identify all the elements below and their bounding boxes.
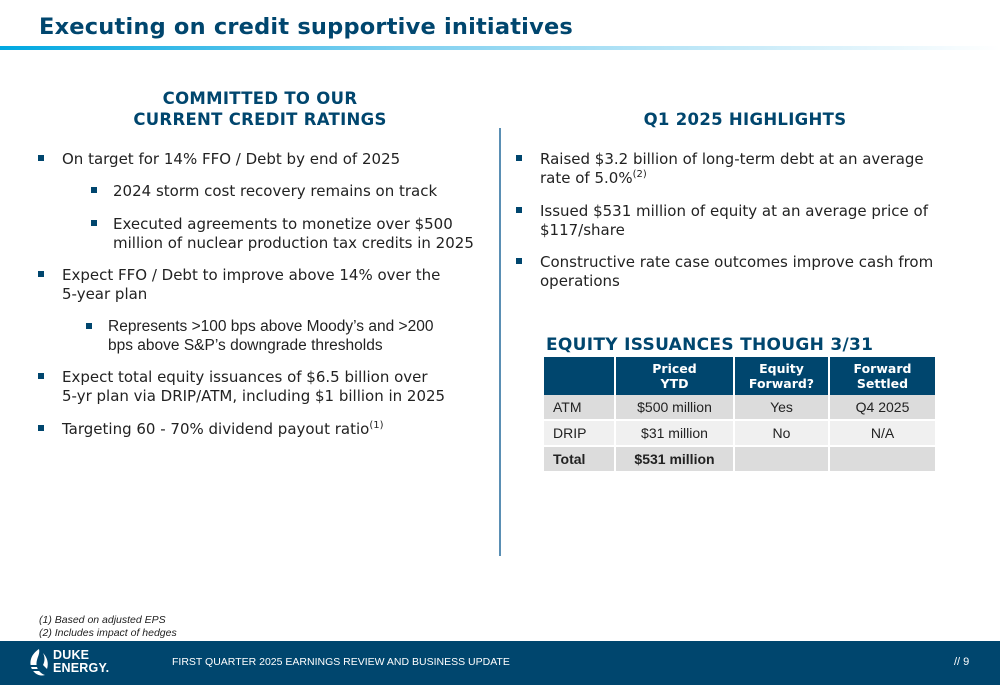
table-cell: N/A — [829, 420, 935, 446]
left-subbullet-3: Represents >100 bps above Moody’s and >2… — [108, 318, 433, 355]
table-cell: Total — [544, 446, 615, 472]
right-bullet-2: Issued $531 million of equity at an aver… — [540, 202, 928, 239]
table-cell: ATM — [544, 395, 615, 420]
table-cell: $531 million — [615, 446, 734, 472]
equity-issuances-table: Priced YTD Equity Forward? Forward Settled … — [544, 357, 935, 473]
left-section-heading: COMMITTED TO OUR CURRENT CREDIT RATINGS — [95, 88, 425, 130]
table-cell — [829, 446, 935, 472]
bullet-square-icon — [38, 425, 44, 431]
footnote-2: (2) Includes impact of hedges — [39, 627, 177, 639]
table-row: ATM $500 million Yes Q4 2025 — [544, 395, 935, 420]
column-divider — [499, 128, 501, 556]
table-cell: DRIP — [544, 420, 615, 446]
company-logo-text: DUKE ENERGY. — [53, 649, 109, 675]
page-number: // 9 — [954, 656, 969, 668]
table-header-priced-ytd: Priced YTD — [615, 357, 734, 395]
bullet-square-icon — [516, 207, 522, 213]
table-cell: Q4 2025 — [829, 395, 935, 420]
bullet-square-icon — [516, 155, 522, 161]
right-section-heading: Q1 2025 HIGHLIGHTS — [540, 109, 950, 130]
left-heading-line2: CURRENT CREDIT RATINGS — [95, 109, 425, 130]
left-bullet-1: On target for 14% FFO / Debt by end of 2… — [62, 150, 400, 169]
left-bullet-4: Targeting 60 - 70% dividend payout ratio… — [62, 420, 383, 439]
table-cell: No — [734, 420, 829, 446]
bullet-square-icon — [91, 187, 97, 193]
table-cell: $500 million — [615, 395, 734, 420]
bullet-square-icon — [38, 271, 44, 277]
table-total-row: Total $531 million — [544, 446, 935, 472]
left-bullet-3: Expect total equity issuances of $6.5 bi… — [62, 368, 445, 405]
left-subbullet-1: 2024 storm cost recovery remains on trac… — [113, 182, 437, 201]
table-cell: $31 million — [615, 420, 734, 446]
equity-table-heading: EQUITY ISSUANCES THOUGH 3/31 — [546, 335, 873, 355]
bullet-square-icon — [91, 220, 97, 226]
duke-energy-logo-icon — [25, 647, 53, 679]
bullet-square-icon — [86, 323, 92, 329]
footer-title: FIRST QUARTER 2025 EARNINGS REVIEW AND B… — [172, 656, 510, 668]
bullet-square-icon — [38, 373, 44, 379]
bullet-square-icon — [38, 155, 44, 161]
table-cell: Yes — [734, 395, 829, 420]
right-bullet-3: Constructive rate case outcomes improve … — [540, 253, 933, 290]
footnote-1: (1) Based on adjusted EPS — [39, 614, 166, 626]
right-bullet-1: Raised $3.2 billion of long-term debt at… — [540, 150, 924, 187]
table-header-blank — [544, 357, 615, 395]
title-underline — [0, 46, 1000, 50]
left-bullet-2: Expect FFO / Debt to improve above 14% o… — [62, 266, 440, 303]
left-subbullet-2: Executed agreements to monetize over $50… — [113, 215, 474, 252]
table-row: DRIP $31 million No N/A — [544, 420, 935, 446]
table-header-equity-forward: Equity Forward? — [734, 357, 829, 395]
bullet-square-icon — [516, 258, 522, 264]
left-heading-line1: COMMITTED TO OUR — [95, 88, 425, 109]
slide-title: Executing on credit supportive initiativ… — [39, 14, 573, 40]
table-cell — [734, 446, 829, 472]
table-header-forward-settled: Forward Settled — [829, 357, 935, 395]
